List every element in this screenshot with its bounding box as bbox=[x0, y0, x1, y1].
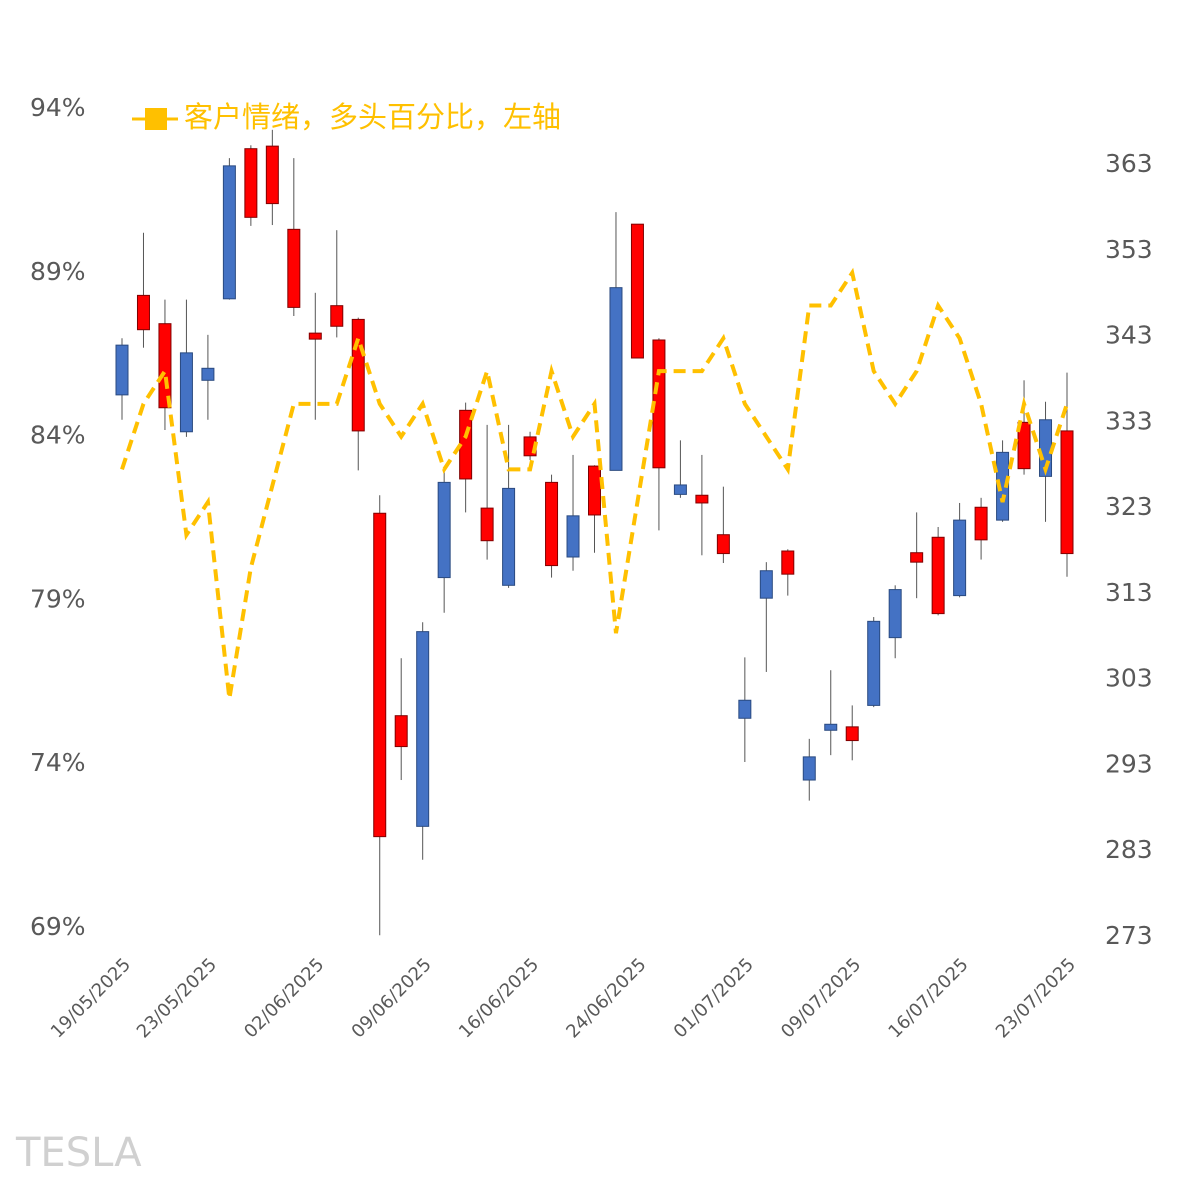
candle-body bbox=[867, 620, 881, 706]
candle-body bbox=[158, 323, 172, 409]
y2-tick-label: 313 bbox=[1105, 578, 1153, 607]
x-tick-label: 02/06/2025 bbox=[240, 954, 328, 1042]
candle-body bbox=[673, 484, 687, 495]
candle-body bbox=[974, 506, 988, 541]
candle-body bbox=[416, 631, 430, 827]
candle-body bbox=[588, 465, 601, 516]
candle-body bbox=[910, 552, 924, 563]
candle-body bbox=[287, 228, 301, 308]
candle-body bbox=[695, 494, 709, 504]
y2-tick-label: 283 bbox=[1105, 835, 1153, 864]
candle-body bbox=[115, 344, 129, 396]
candle-body bbox=[201, 367, 215, 381]
candle-body bbox=[759, 570, 773, 599]
candle-body bbox=[136, 294, 150, 331]
y2-tick-label: 353 bbox=[1105, 235, 1153, 264]
x-tick-label: 19/05/2025 bbox=[47, 954, 135, 1042]
candle-body bbox=[802, 756, 816, 781]
candle-body bbox=[824, 723, 838, 731]
x-tick-label: 23/05/2025 bbox=[133, 954, 221, 1042]
candle-body bbox=[244, 148, 258, 218]
candle-body bbox=[502, 487, 516, 586]
x-tick-label: 16/07/2025 bbox=[884, 954, 972, 1042]
candle-body bbox=[179, 352, 193, 433]
candle-body bbox=[716, 534, 730, 555]
y-tick-label: 89% bbox=[30, 257, 86, 286]
candle-body bbox=[480, 507, 494, 542]
candle-body bbox=[996, 451, 1010, 521]
candle-body bbox=[351, 318, 365, 432]
candle-body bbox=[630, 223, 644, 359]
legend-label: 客户情绪，多头百分比，左轴 bbox=[184, 100, 561, 134]
legend-marker bbox=[145, 108, 167, 130]
y-tick-label: 79% bbox=[30, 584, 86, 613]
y-tick-label: 74% bbox=[30, 748, 86, 777]
candle-body bbox=[738, 699, 752, 719]
candle-body bbox=[888, 589, 902, 639]
x-tick-label: 09/07/2025 bbox=[777, 954, 865, 1042]
candle-body bbox=[222, 165, 236, 300]
y2-tick-label: 273 bbox=[1105, 921, 1153, 950]
candle-body bbox=[545, 481, 559, 567]
x-tick-label: 01/07/2025 bbox=[670, 954, 758, 1042]
candle-body bbox=[1060, 430, 1074, 555]
x-tick-label: 16/06/2025 bbox=[455, 954, 543, 1042]
x-tick-label: 24/06/2025 bbox=[562, 954, 650, 1042]
candle-body bbox=[265, 145, 279, 205]
y2-tick-label: 323 bbox=[1105, 492, 1153, 521]
candle-body bbox=[609, 287, 623, 471]
y-tick-label: 84% bbox=[30, 421, 86, 450]
sentiment-line bbox=[120, 267, 1069, 700]
candle-body bbox=[330, 305, 344, 327]
candle-body bbox=[845, 726, 859, 742]
y2-tick-label: 303 bbox=[1105, 664, 1153, 693]
candle-body bbox=[373, 512, 387, 838]
candle-body bbox=[953, 519, 967, 597]
x-tick-label: 09/06/2025 bbox=[348, 954, 436, 1042]
watermark: TESLA bbox=[15, 1130, 142, 1176]
candle-body bbox=[931, 536, 945, 615]
candle-body bbox=[781, 550, 795, 575]
y2-tick-label: 363 bbox=[1105, 149, 1153, 178]
candle-body bbox=[566, 515, 580, 558]
candle-body bbox=[437, 481, 451, 579]
x-tick-label: 23/07/2025 bbox=[992, 954, 1080, 1042]
candle-body bbox=[394, 715, 408, 748]
y2-tick-label: 333 bbox=[1105, 406, 1153, 435]
y-tick-label: 69% bbox=[30, 912, 86, 941]
y-tick-label: 94% bbox=[30, 93, 86, 122]
candle-body bbox=[1017, 421, 1031, 470]
y2-tick-label: 293 bbox=[1105, 749, 1153, 778]
candle-body bbox=[308, 332, 322, 340]
y2-tick-label: 343 bbox=[1105, 321, 1153, 350]
